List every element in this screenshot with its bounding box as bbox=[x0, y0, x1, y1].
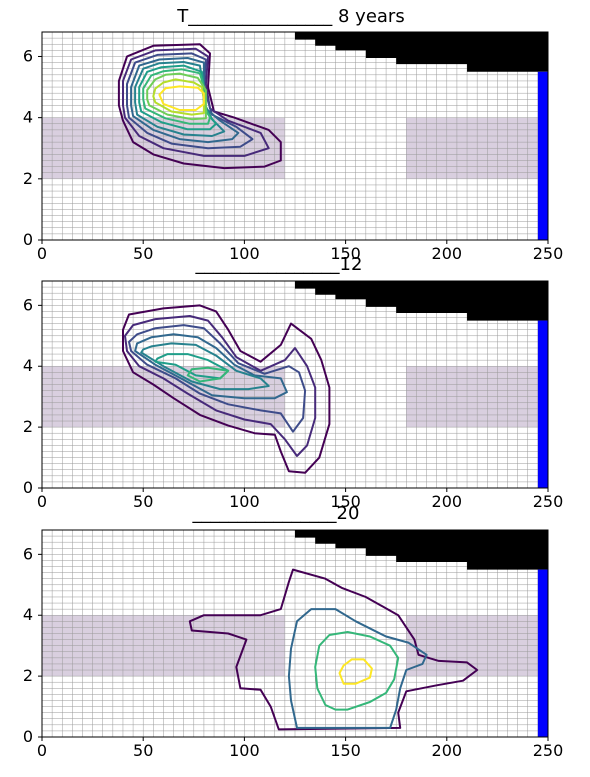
panel-title: T________________ 8 years bbox=[176, 6, 404, 27]
contour-level-7 bbox=[186, 366, 230, 383]
axes-frame bbox=[41, 529, 549, 738]
y-tick-label: 0 bbox=[23, 727, 33, 746]
contour-level-4 bbox=[338, 658, 373, 685]
y-tick-label: 4 bbox=[23, 605, 33, 624]
y-tick-label: 2 bbox=[23, 169, 33, 188]
panel-1: 0 50 100 150 200 250 0 2 4 6 T________________ 8 y… bbox=[23, 6, 563, 263]
x-tick-label: 250 bbox=[533, 741, 564, 760]
inactive-cells bbox=[295, 530, 548, 570]
contour-level-3 bbox=[314, 631, 400, 711]
x-tick-label: 250 bbox=[533, 244, 564, 263]
y-tick-label: 0 bbox=[23, 230, 33, 249]
model-grid bbox=[41, 529, 549, 738]
x-tick-label: 150 bbox=[330, 244, 361, 263]
y-tick-label: 2 bbox=[23, 666, 33, 685]
y-tick-label: 2 bbox=[23, 417, 33, 436]
y-tick-label: 6 bbox=[23, 295, 33, 314]
contour-level-8 bbox=[146, 72, 207, 121]
panel-3: 0 50 100 150 200 250 0 2 4 6 ________________20 bbox=[23, 503, 563, 760]
inactive-cells bbox=[295, 281, 548, 321]
x-tick-label: 150 bbox=[330, 741, 361, 760]
x-tick-label: 100 bbox=[229, 244, 260, 263]
x-tick-label: 50 bbox=[133, 741, 153, 760]
x-tick-label: 100 bbox=[229, 741, 260, 760]
y-tick-label: 6 bbox=[23, 544, 33, 563]
contour-level-9 bbox=[152, 78, 205, 116]
x-tick-label: 0 bbox=[37, 492, 47, 511]
y-tick-label: 0 bbox=[23, 478, 33, 497]
contour-level-5 bbox=[140, 342, 270, 391]
x-tick-label: 200 bbox=[432, 492, 463, 511]
contour-level-1 bbox=[117, 43, 282, 170]
contour-level-7 bbox=[142, 68, 211, 125]
x-tick-label: 200 bbox=[432, 244, 463, 263]
contour-level-10 bbox=[158, 85, 205, 111]
contour-level-2 bbox=[287, 608, 428, 729]
panel-title: ________________20 bbox=[192, 503, 360, 524]
constant-head-boundary bbox=[537, 569, 548, 737]
x-tick-label: 250 bbox=[533, 492, 564, 511]
constant-head-boundary bbox=[537, 320, 548, 488]
contour-level-1 bbox=[188, 568, 479, 731]
x-tick-label: 150 bbox=[330, 492, 361, 511]
inactive-cells bbox=[295, 32, 548, 72]
contour-level-3 bbox=[128, 324, 307, 433]
contour-level-3 bbox=[126, 52, 254, 150]
x-tick-label: 50 bbox=[133, 492, 153, 511]
x-tick-label: 0 bbox=[37, 741, 47, 760]
contour-level-6 bbox=[154, 353, 230, 380]
panel-2: 0 50 100 150 200 250 0 2 4 6 ________________12 bbox=[23, 254, 563, 511]
contour-level-4 bbox=[134, 333, 288, 400]
x-tick-label: 200 bbox=[432, 741, 463, 760]
axes-frame bbox=[41, 31, 549, 241]
x-tick-label: 0 bbox=[37, 244, 47, 263]
x-tick-label: 50 bbox=[133, 244, 153, 263]
contour-level-2 bbox=[124, 315, 317, 457]
contour-level-1 bbox=[122, 304, 331, 474]
y-tick-label: 4 bbox=[23, 108, 33, 127]
constant-head-boundary bbox=[537, 71, 548, 240]
y-tick-label: 4 bbox=[23, 356, 33, 375]
axes-frame bbox=[41, 280, 549, 489]
x-tick-label: 100 bbox=[229, 492, 260, 511]
panel-title: ________________12 bbox=[195, 254, 363, 275]
y-tick-label: 6 bbox=[23, 46, 33, 65]
